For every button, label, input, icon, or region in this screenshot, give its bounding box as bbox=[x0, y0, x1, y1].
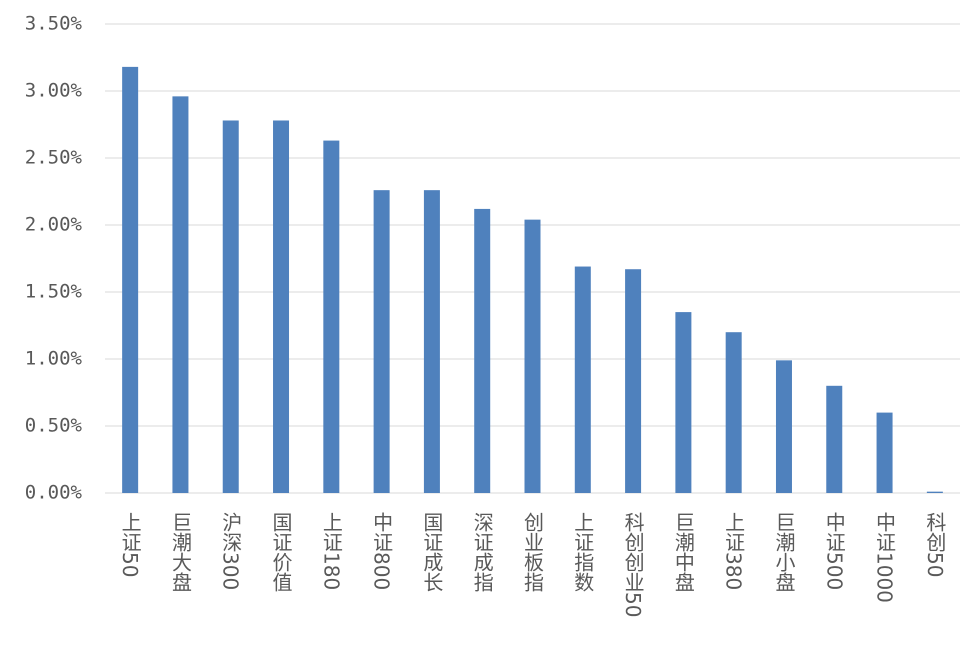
bar bbox=[273, 120, 290, 493]
x-tick-label: 中证500 bbox=[822, 512, 846, 591]
x-tick-label: 沪深300 bbox=[219, 512, 243, 591]
x-tick-label: 巨潮大盘 bbox=[168, 512, 192, 592]
bar bbox=[876, 412, 893, 493]
bar bbox=[373, 190, 390, 493]
x-tick-label: 中证1000 bbox=[873, 512, 897, 603]
x-tick-label: 巨潮小盘 bbox=[772, 512, 796, 592]
y-tick-label: 3.00% bbox=[25, 80, 83, 102]
bar bbox=[524, 219, 541, 493]
x-tick-label: 上证50 bbox=[118, 512, 142, 578]
bar bbox=[122, 66, 139, 493]
x-tick-label: 国证价值 bbox=[269, 512, 293, 592]
bar bbox=[474, 208, 491, 494]
y-tick-label: 3.50% bbox=[25, 13, 83, 35]
x-tick-label: 深证成指 bbox=[470, 512, 494, 592]
bar bbox=[625, 269, 642, 493]
y-tick-label: 2.50% bbox=[25, 147, 83, 169]
x-tick-label: 上证180 bbox=[319, 512, 343, 591]
bar bbox=[675, 312, 692, 493]
bar bbox=[926, 491, 943, 493]
bar bbox=[423, 190, 440, 493]
x-tick-label: 中证800 bbox=[370, 512, 394, 591]
bar bbox=[574, 266, 591, 493]
bar bbox=[725, 332, 742, 493]
x-tick-label: 巨潮中盘 bbox=[671, 512, 695, 592]
x-tick-label: 上证380 bbox=[722, 512, 746, 591]
x-tick-label: 科创创业50 bbox=[621, 512, 645, 618]
x-tick-label: 国证成长 bbox=[420, 512, 444, 592]
y-tick-label: 0.50% bbox=[25, 415, 83, 437]
y-tick-label: 1.00% bbox=[25, 348, 83, 370]
y-tick-label: 1.50% bbox=[25, 281, 83, 303]
bar bbox=[172, 96, 189, 494]
x-tick-label: 创业板指 bbox=[521, 512, 545, 592]
bar bbox=[323, 140, 340, 493]
y-tick-label: 2.00% bbox=[25, 214, 83, 236]
bar bbox=[775, 360, 792, 493]
x-tick-label: 科创50 bbox=[923, 512, 947, 578]
x-tick-label: 上证指数 bbox=[571, 512, 595, 592]
bar bbox=[222, 120, 239, 493]
y-tick-label: 0.00% bbox=[25, 482, 83, 504]
bar bbox=[826, 385, 843, 493]
